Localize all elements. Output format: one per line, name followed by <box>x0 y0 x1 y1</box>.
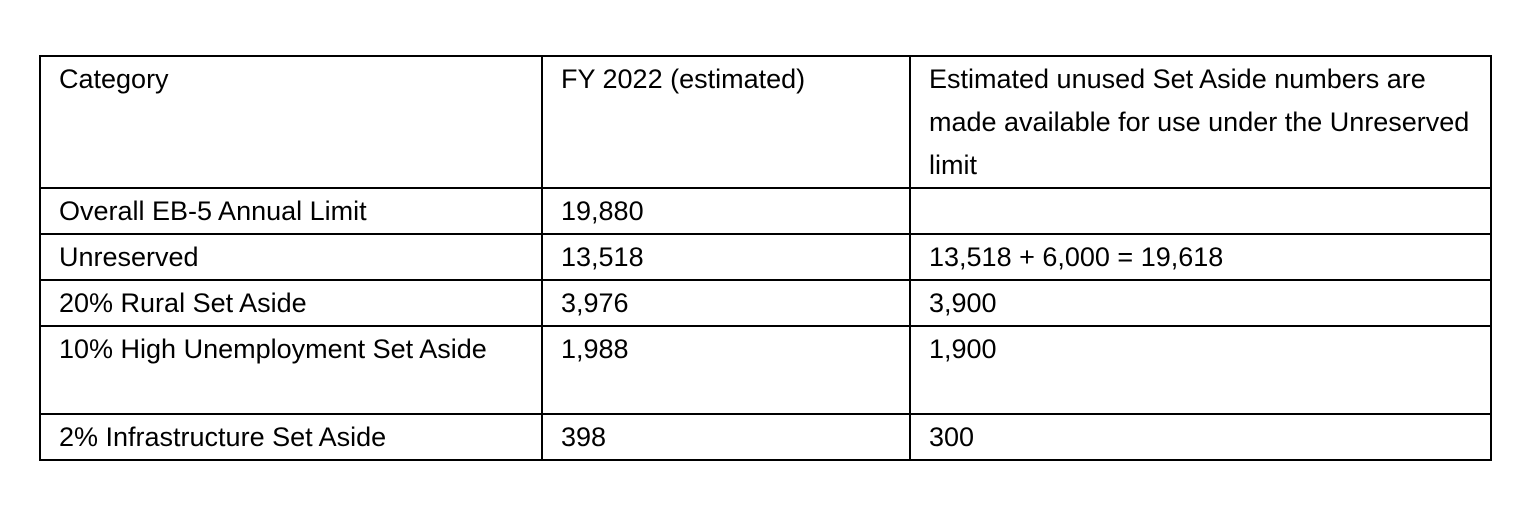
header-cell: Category <box>39 55 543 189</box>
table-cell: 20% Rural Set Aside <box>39 279 543 327</box>
table-cell: Unreserved <box>39 233 543 281</box>
table-cell <box>909 187 1492 235</box>
table-cell: 19,880 <box>541 187 911 235</box>
table-row: 10% High Unemployment Set Aside 1,988 1,90… <box>39 325 1492 415</box>
table-row: Overall EB-5 Annual Limit 19,880 <box>39 187 1492 235</box>
table-body: Category FY 2022 (estimated) Estimated u… <box>39 55 1492 461</box>
table-cell: 13,518 + 6,000 = 19,618 <box>909 233 1492 281</box>
table-cell: 2% Infrastructure Set Aside <box>39 413 543 461</box>
table-cell: Overall EB-5 Annual Limit <box>39 187 543 235</box>
header-row: Category FY 2022 (estimated) Estimated u… <box>39 55 1492 189</box>
table-row: Unreserved 13,518 13,518 + 6,000 = 19,618 <box>39 233 1492 281</box>
header-cell: FY 2022 (estimated) <box>541 55 911 189</box>
table-cell: 300 <box>909 413 1492 461</box>
table-row: 2% Infrastructure Set Aside 398 300 <box>39 413 1492 461</box>
table-cell: 3,900 <box>909 279 1492 327</box>
table-cell: 1,900 <box>909 325 1492 415</box>
table-cell: 13,518 <box>541 233 911 281</box>
header-cell: Estimated unused Set Aside numbers are m… <box>909 55 1492 189</box>
data-table: Category FY 2022 (estimated) Estimated u… <box>39 55 1492 461</box>
table-cell: 398 <box>541 413 911 461</box>
table-cell: 10% High Unemployment Set Aside <box>39 325 543 415</box>
table-row: 20% Rural Set Aside 3,976 3,900 <box>39 279 1492 327</box>
table-cell: 3,976 <box>541 279 911 327</box>
table-cell: 1,988 <box>541 325 911 415</box>
